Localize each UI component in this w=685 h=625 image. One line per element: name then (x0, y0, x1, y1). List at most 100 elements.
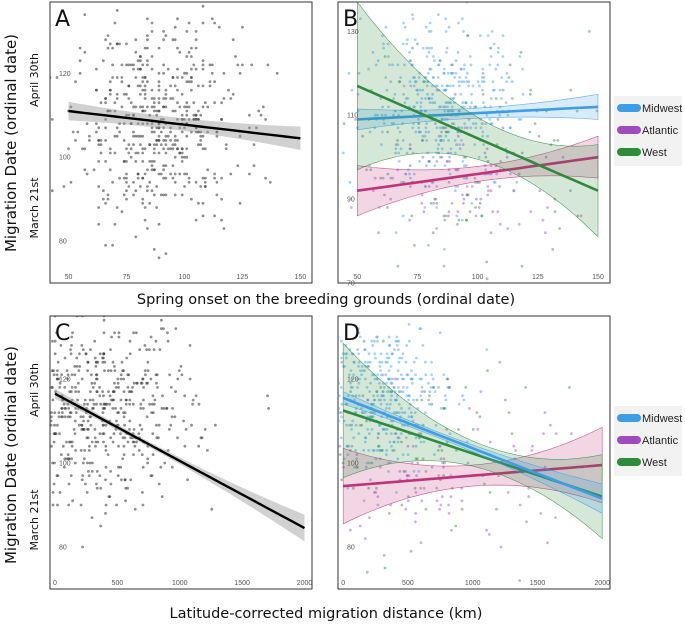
panel-d-point-midwest (373, 339, 376, 343)
panel-b-point-west (465, 218, 468, 222)
panel-b-point-midwest (416, 88, 419, 92)
panel-c-point-all (84, 352, 88, 356)
panel-a-point-all (164, 139, 168, 142)
panel-c-point-all (171, 407, 174, 410)
panel-b-point-west (484, 155, 488, 159)
panel-c-point-all (121, 457, 125, 461)
panel-a-point-all (143, 88, 147, 92)
panel-d-point-midwest (384, 407, 388, 410)
panel-b-point-atlantic (377, 231, 380, 235)
panel-d-point-west (432, 386, 435, 389)
panel-c-x-tick: 1000 (172, 580, 188, 587)
panel-d-point-midwest (395, 339, 399, 343)
panel-d-point-atlantic (420, 499, 424, 503)
panel-a-point-all (125, 176, 128, 180)
panel-a-point-all (159, 130, 163, 134)
panel-a-point-all (213, 176, 217, 180)
panel-a-point-all (176, 101, 179, 105)
panel-a-x-tick: 100 (179, 274, 191, 281)
panel-b-point-midwest (448, 84, 452, 88)
panel-c-point-all (58, 386, 62, 389)
panel-c-point-all (51, 398, 55, 402)
panel-c-point-all (98, 352, 102, 356)
panel-b-point-midwest (473, 105, 476, 109)
panel-b-point-west (433, 197, 437, 201)
panel-d-point-midwest (369, 415, 373, 419)
panel-a-point-all (220, 176, 224, 180)
panel-b-ci-band-west (356, 2, 599, 238)
panel-b-point-atlantic (456, 168, 460, 172)
panel-b-y-tick: 130 (347, 29, 359, 36)
panel-d-point-midwest (387, 377, 391, 381)
panel-c-point-all (149, 474, 153, 477)
panel-b-point-west (423, 80, 426, 84)
panel-b-point-midwest (427, 71, 430, 75)
panel-b-point-midwest (448, 172, 452, 176)
panel-a-point-all (213, 21, 217, 25)
panel-d-x-tick: 500 (402, 580, 414, 587)
panel-d-point-midwest (457, 402, 461, 406)
panel-d-point-west (391, 449, 395, 452)
panel-b-point-midwest (396, 63, 400, 67)
panel-b-point-midwest (427, 50, 431, 54)
panel-b-point-atlantic (432, 201, 436, 205)
panel-a-point-all (236, 164, 240, 168)
panel-d-point-midwest (430, 360, 433, 364)
panel-d-point-atlantic (442, 457, 446, 461)
panel-b-point-atlantic (512, 189, 516, 193)
panel-b-point-midwest (464, 101, 468, 105)
panel-c-point-all (77, 369, 81, 372)
panel-a-point-all (143, 218, 147, 222)
panel-c-point-all (132, 453, 135, 456)
panel-d-point-midwest (437, 386, 440, 389)
panel-b-point-midwest (437, 63, 441, 67)
panel-c-point-all (166, 339, 170, 343)
panel-d-point-midwest (360, 365, 364, 368)
panel-a-point-all (106, 34, 110, 37)
panel-a-point-all (157, 71, 161, 75)
panel-b-point-midwest (431, 76, 435, 79)
panel-a-point-all (164, 252, 168, 256)
panel-c-point-all (94, 377, 98, 381)
panel-b-point-midwest (417, 118, 420, 121)
panel-a-point-all (50, 118, 54, 121)
panel-d-point-midwest (363, 348, 367, 351)
panel-c-point-all (55, 331, 58, 335)
panel-d-point-midwest (386, 360, 389, 364)
panel-a-point-all (162, 97, 166, 100)
panel-a-point-all (190, 67, 193, 71)
panel-d-point-midwest (375, 335, 378, 339)
panel-a-point-all (222, 71, 226, 75)
panel-b-point-midwest (444, 30, 448, 33)
panel-c-point-all (123, 478, 127, 482)
panel-b-point-midwest (427, 46, 431, 50)
panel-d-point-west (415, 398, 419, 402)
panel-b-point-midwest (498, 88, 502, 92)
panel-c-point-all (104, 512, 107, 515)
panel-c-point-all (141, 377, 145, 381)
panel-b-point-midwest (489, 97, 493, 100)
panel-d-point-midwest (401, 390, 405, 393)
panel-a-point-all (185, 155, 189, 159)
panel-a-point-all (238, 201, 242, 205)
panel-d-x-tick: 1500 (530, 580, 546, 587)
panel-c-point-all (135, 381, 139, 385)
panel-a-point-all (132, 130, 135, 134)
panel-b-point-midwest (376, 113, 380, 117)
panel-c-point-all (122, 411, 125, 414)
panel-d-point-midwest (367, 352, 371, 356)
panel-d-point-midwest (401, 411, 404, 414)
panel-b-point-midwest (444, 101, 448, 105)
panel-b-point-west (465, 193, 469, 197)
panel-c-point-all (80, 428, 84, 431)
panel-b-point-atlantic (427, 185, 431, 188)
panel-c-point-all (55, 373, 59, 377)
panel-c-point-all (70, 398, 74, 402)
panel-a-point-all (99, 151, 103, 155)
panel-a-point-all (108, 168, 112, 172)
panel-a-point-all (127, 143, 131, 147)
panel-d-point-atlantic (543, 411, 547, 414)
panel-c-point-all (86, 369, 89, 372)
legend-label-west: West (642, 457, 667, 469)
